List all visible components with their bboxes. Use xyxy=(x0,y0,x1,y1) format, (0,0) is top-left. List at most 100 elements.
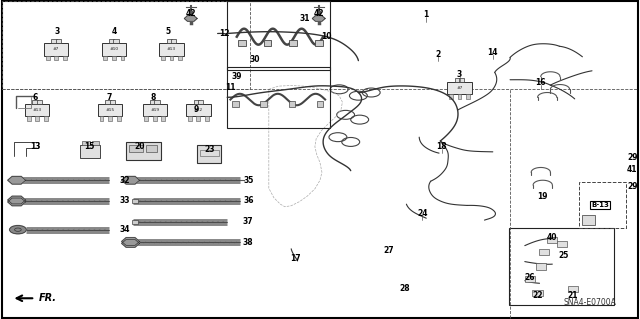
Circle shape xyxy=(10,226,26,234)
Bar xyxy=(227,1,330,70)
Bar xyxy=(153,116,157,121)
Bar xyxy=(197,145,221,163)
Text: #10: #10 xyxy=(109,48,118,51)
Text: 11: 11 xyxy=(225,83,236,92)
Text: #15: #15 xyxy=(106,108,115,112)
Bar xyxy=(449,94,453,99)
Text: 7: 7 xyxy=(106,93,111,102)
Bar xyxy=(447,81,472,94)
Text: 32: 32 xyxy=(120,176,130,185)
Text: 12: 12 xyxy=(219,29,229,38)
Text: 42: 42 xyxy=(186,9,196,18)
Text: 3: 3 xyxy=(55,27,60,36)
Bar xyxy=(108,116,112,121)
Bar xyxy=(129,145,143,152)
Bar xyxy=(196,116,200,121)
Bar xyxy=(36,100,42,104)
Bar xyxy=(161,116,165,121)
Bar xyxy=(92,141,99,145)
Bar xyxy=(458,94,461,99)
Bar xyxy=(44,43,68,56)
Bar xyxy=(315,40,323,46)
Bar xyxy=(104,56,108,61)
Bar xyxy=(143,104,167,116)
Text: 28: 28 xyxy=(399,284,410,293)
Text: #7: #7 xyxy=(456,86,463,90)
Text: 2: 2 xyxy=(436,50,441,59)
Bar xyxy=(200,150,219,156)
Bar xyxy=(539,249,549,255)
Text: 39: 39 xyxy=(232,72,242,81)
Text: 29: 29 xyxy=(627,153,637,162)
Bar xyxy=(25,104,49,116)
Bar xyxy=(132,199,138,203)
Text: 35: 35 xyxy=(243,176,253,185)
Text: 13: 13 xyxy=(30,142,40,151)
Bar xyxy=(238,40,246,46)
Text: B-13: B-13 xyxy=(591,202,609,208)
Text: 24: 24 xyxy=(417,209,428,218)
Bar xyxy=(264,40,271,46)
Bar xyxy=(63,56,67,61)
Bar xyxy=(105,100,111,104)
Bar xyxy=(109,40,115,43)
Bar xyxy=(35,116,39,121)
Text: 1: 1 xyxy=(423,10,428,19)
Text: 38: 38 xyxy=(243,238,253,247)
Text: 23: 23 xyxy=(205,145,215,154)
Bar xyxy=(188,116,192,121)
Bar xyxy=(509,228,614,305)
Text: #22: #22 xyxy=(194,108,203,112)
Text: 37: 37 xyxy=(243,217,253,226)
Text: 40: 40 xyxy=(547,233,557,242)
Bar xyxy=(120,56,124,61)
Bar xyxy=(159,43,184,56)
Bar xyxy=(161,56,165,61)
Bar xyxy=(532,290,543,296)
Bar xyxy=(116,116,120,121)
Polygon shape xyxy=(312,16,325,21)
Bar xyxy=(289,101,295,107)
Bar xyxy=(178,56,182,61)
Bar xyxy=(109,100,115,104)
Text: 4: 4 xyxy=(111,27,116,36)
Bar xyxy=(56,40,61,43)
Bar xyxy=(289,40,297,46)
Text: 31: 31 xyxy=(300,14,310,23)
Text: 29: 29 xyxy=(627,182,637,191)
Bar xyxy=(100,116,104,121)
Bar xyxy=(582,215,595,225)
Bar xyxy=(193,100,199,104)
Text: 8: 8 xyxy=(151,93,156,102)
Bar xyxy=(98,104,122,116)
Text: 15: 15 xyxy=(84,142,95,151)
Bar xyxy=(32,100,38,104)
Text: 42: 42 xyxy=(314,9,324,18)
Text: 17: 17 xyxy=(291,254,301,263)
Bar xyxy=(466,94,470,99)
Text: 25: 25 xyxy=(558,251,568,260)
Polygon shape xyxy=(184,16,197,21)
Bar xyxy=(579,182,626,228)
Bar xyxy=(260,101,267,107)
Bar xyxy=(232,101,239,107)
Bar xyxy=(44,116,47,121)
Polygon shape xyxy=(8,198,26,206)
Bar xyxy=(146,145,157,152)
Text: #7: #7 xyxy=(53,48,60,51)
Bar xyxy=(547,237,557,243)
Polygon shape xyxy=(122,240,140,247)
Text: 5: 5 xyxy=(165,27,170,36)
Bar xyxy=(154,100,160,104)
Polygon shape xyxy=(122,176,140,184)
Bar xyxy=(2,1,250,89)
Polygon shape xyxy=(8,196,26,204)
Bar xyxy=(525,276,535,282)
Bar xyxy=(54,56,58,61)
Bar xyxy=(51,40,57,43)
Bar xyxy=(454,78,460,82)
Bar xyxy=(171,40,177,43)
Bar xyxy=(317,101,323,107)
Bar xyxy=(82,141,90,145)
Text: 9: 9 xyxy=(194,105,199,114)
